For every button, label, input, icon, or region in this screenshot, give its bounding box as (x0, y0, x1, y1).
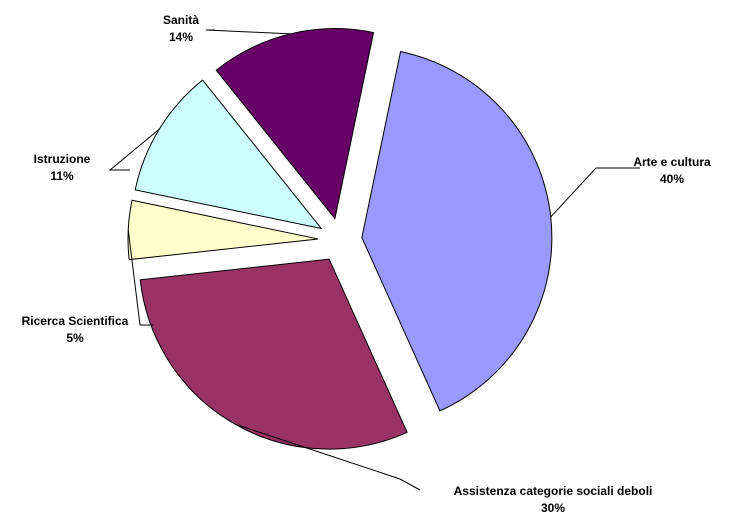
slice-label: Assistenza categorie sociali deboli (454, 484, 653, 498)
pie-slice-sanit (215, 28, 375, 220)
slice-value-label: 11% (50, 169, 74, 183)
slice-value-label: 5% (66, 331, 84, 345)
slice-label: Istruzione (34, 152, 91, 166)
slice-labels: Arte e cultura 40% Assistenza categorie so… (22, 13, 711, 515)
slice-label: Arte e cultura (633, 155, 711, 169)
leader-line (550, 167, 640, 218)
slice-label: Ricerca Scientifica (22, 314, 129, 328)
leader-line (205, 29, 291, 35)
pie-slice-ricerca-scientifica (127, 199, 319, 261)
leader-line (127, 229, 153, 326)
leader-line (234, 423, 421, 491)
slice-value-label: 30% (541, 501, 565, 515)
leader-lines (108, 29, 640, 491)
pie-slices (127, 28, 553, 450)
slice-value-label: 14% (169, 30, 193, 44)
pie-slice-assistenza-categorie-sociali-deboli (139, 258, 408, 450)
slice-label: Sanità (163, 13, 199, 27)
slice-value-label: 40% (660, 172, 684, 186)
leader-line (108, 128, 160, 171)
pie-slice-arte-e-cultura (361, 50, 553, 412)
